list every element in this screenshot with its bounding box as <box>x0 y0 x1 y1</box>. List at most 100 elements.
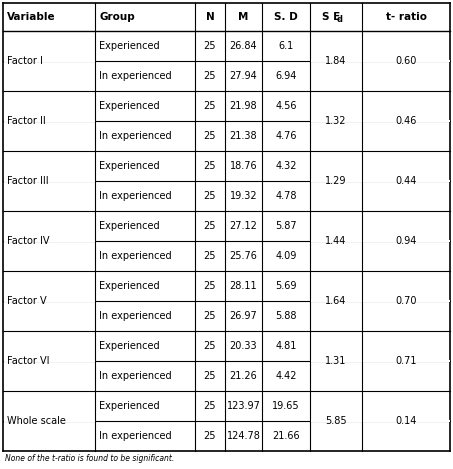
Text: 25: 25 <box>204 191 216 201</box>
Text: S. D: S. D <box>274 12 298 22</box>
Text: 0.71: 0.71 <box>395 356 417 366</box>
Text: In experienced: In experienced <box>99 311 172 321</box>
Bar <box>362 301 449 302</box>
Text: 5.87: 5.87 <box>275 221 297 231</box>
Text: In experienced: In experienced <box>99 71 172 81</box>
Text: 124.78: 124.78 <box>226 431 260 441</box>
Text: 25: 25 <box>204 401 216 411</box>
Text: 1.84: 1.84 <box>325 56 347 66</box>
Text: 5.88: 5.88 <box>275 311 297 321</box>
Text: t- ratio: t- ratio <box>386 12 427 22</box>
Text: 0.70: 0.70 <box>395 296 417 306</box>
Text: None of the t-ratio is found to be significant.: None of the t-ratio is found to be signi… <box>5 454 174 463</box>
Text: 21.66: 21.66 <box>272 431 300 441</box>
Text: M: M <box>238 12 249 22</box>
Text: Group: Group <box>99 12 135 22</box>
Bar <box>310 420 361 422</box>
Text: 25: 25 <box>204 251 216 261</box>
Text: 1.44: 1.44 <box>325 236 347 246</box>
Text: 0.46: 0.46 <box>395 116 417 126</box>
Text: Experienced: Experienced <box>99 401 159 411</box>
Text: 25: 25 <box>204 281 216 291</box>
Bar <box>310 301 361 302</box>
Text: Experienced: Experienced <box>99 41 159 51</box>
Text: In experienced: In experienced <box>99 431 172 441</box>
Text: 4.76: 4.76 <box>275 131 297 141</box>
Text: 25: 25 <box>204 371 216 381</box>
Text: 25: 25 <box>204 101 216 111</box>
Text: 20.33: 20.33 <box>230 341 257 351</box>
Text: 25: 25 <box>204 221 216 231</box>
Text: 5.85: 5.85 <box>325 416 347 426</box>
Text: 25: 25 <box>204 341 216 351</box>
Text: 4.32: 4.32 <box>275 161 297 171</box>
Text: 27.12: 27.12 <box>230 221 257 231</box>
Text: 25: 25 <box>204 131 216 141</box>
Text: 21.26: 21.26 <box>230 371 257 381</box>
Text: S E: S E <box>322 12 340 22</box>
Text: 25: 25 <box>204 161 216 171</box>
Text: 26.84: 26.84 <box>230 41 257 51</box>
Text: 25: 25 <box>204 71 216 81</box>
Text: 0.14: 0.14 <box>395 416 417 426</box>
Bar <box>310 360 361 362</box>
Text: 27.94: 27.94 <box>230 71 257 81</box>
Bar <box>362 181 449 182</box>
Text: 0.60: 0.60 <box>395 56 417 66</box>
Text: 25.76: 25.76 <box>230 251 257 261</box>
Text: 28.11: 28.11 <box>230 281 257 291</box>
Text: Factor I: Factor I <box>7 56 43 66</box>
Bar <box>4 360 95 362</box>
Bar <box>362 360 449 362</box>
Text: Factor V: Factor V <box>7 296 47 306</box>
Text: 1.32: 1.32 <box>325 116 347 126</box>
Text: In experienced: In experienced <box>99 371 172 381</box>
Text: 5.69: 5.69 <box>275 281 297 291</box>
Text: 19.32: 19.32 <box>230 191 257 201</box>
Text: Experienced: Experienced <box>99 161 159 171</box>
Text: 1.29: 1.29 <box>325 176 347 186</box>
Text: 4.09: 4.09 <box>275 251 297 261</box>
Text: 0.44: 0.44 <box>395 176 417 186</box>
Text: 21.98: 21.98 <box>230 101 257 111</box>
Text: Experienced: Experienced <box>99 341 159 351</box>
Text: In experienced: In experienced <box>99 131 172 141</box>
Text: 0.94: 0.94 <box>395 236 417 246</box>
Text: Factor III: Factor III <box>7 176 48 186</box>
Text: 18.76: 18.76 <box>230 161 257 171</box>
Text: 4.81: 4.81 <box>275 341 297 351</box>
Text: 26.97: 26.97 <box>230 311 257 321</box>
Text: 21.38: 21.38 <box>230 131 257 141</box>
Text: 4.78: 4.78 <box>275 191 297 201</box>
Bar <box>362 420 449 422</box>
Text: 19.65: 19.65 <box>272 401 300 411</box>
Text: Factor II: Factor II <box>7 116 46 126</box>
Bar <box>310 181 361 182</box>
Text: 1.31: 1.31 <box>325 356 347 366</box>
Text: Factor IV: Factor IV <box>7 236 49 246</box>
Text: Experienced: Experienced <box>99 101 159 111</box>
Bar <box>4 181 95 182</box>
Bar <box>362 241 449 242</box>
Bar <box>4 420 95 422</box>
Text: 25: 25 <box>204 431 216 441</box>
Text: Experienced: Experienced <box>99 221 159 231</box>
Text: Factor VI: Factor VI <box>7 356 49 366</box>
Text: 6.1: 6.1 <box>279 41 294 51</box>
Text: 25: 25 <box>204 311 216 321</box>
Text: N: N <box>206 12 214 22</box>
Text: 1.64: 1.64 <box>325 296 347 306</box>
Text: d: d <box>337 15 343 24</box>
Text: 6.94: 6.94 <box>275 71 297 81</box>
Text: In experienced: In experienced <box>99 191 172 201</box>
Text: 25: 25 <box>204 41 216 51</box>
Text: 4.42: 4.42 <box>275 371 297 381</box>
Bar <box>4 241 95 242</box>
Bar <box>310 241 361 242</box>
Text: Experienced: Experienced <box>99 281 159 291</box>
Text: Variable: Variable <box>7 12 56 22</box>
Text: 4.56: 4.56 <box>275 101 297 111</box>
Text: In experienced: In experienced <box>99 251 172 261</box>
Text: Whole scale: Whole scale <box>7 416 66 426</box>
Text: 123.97: 123.97 <box>226 401 260 411</box>
